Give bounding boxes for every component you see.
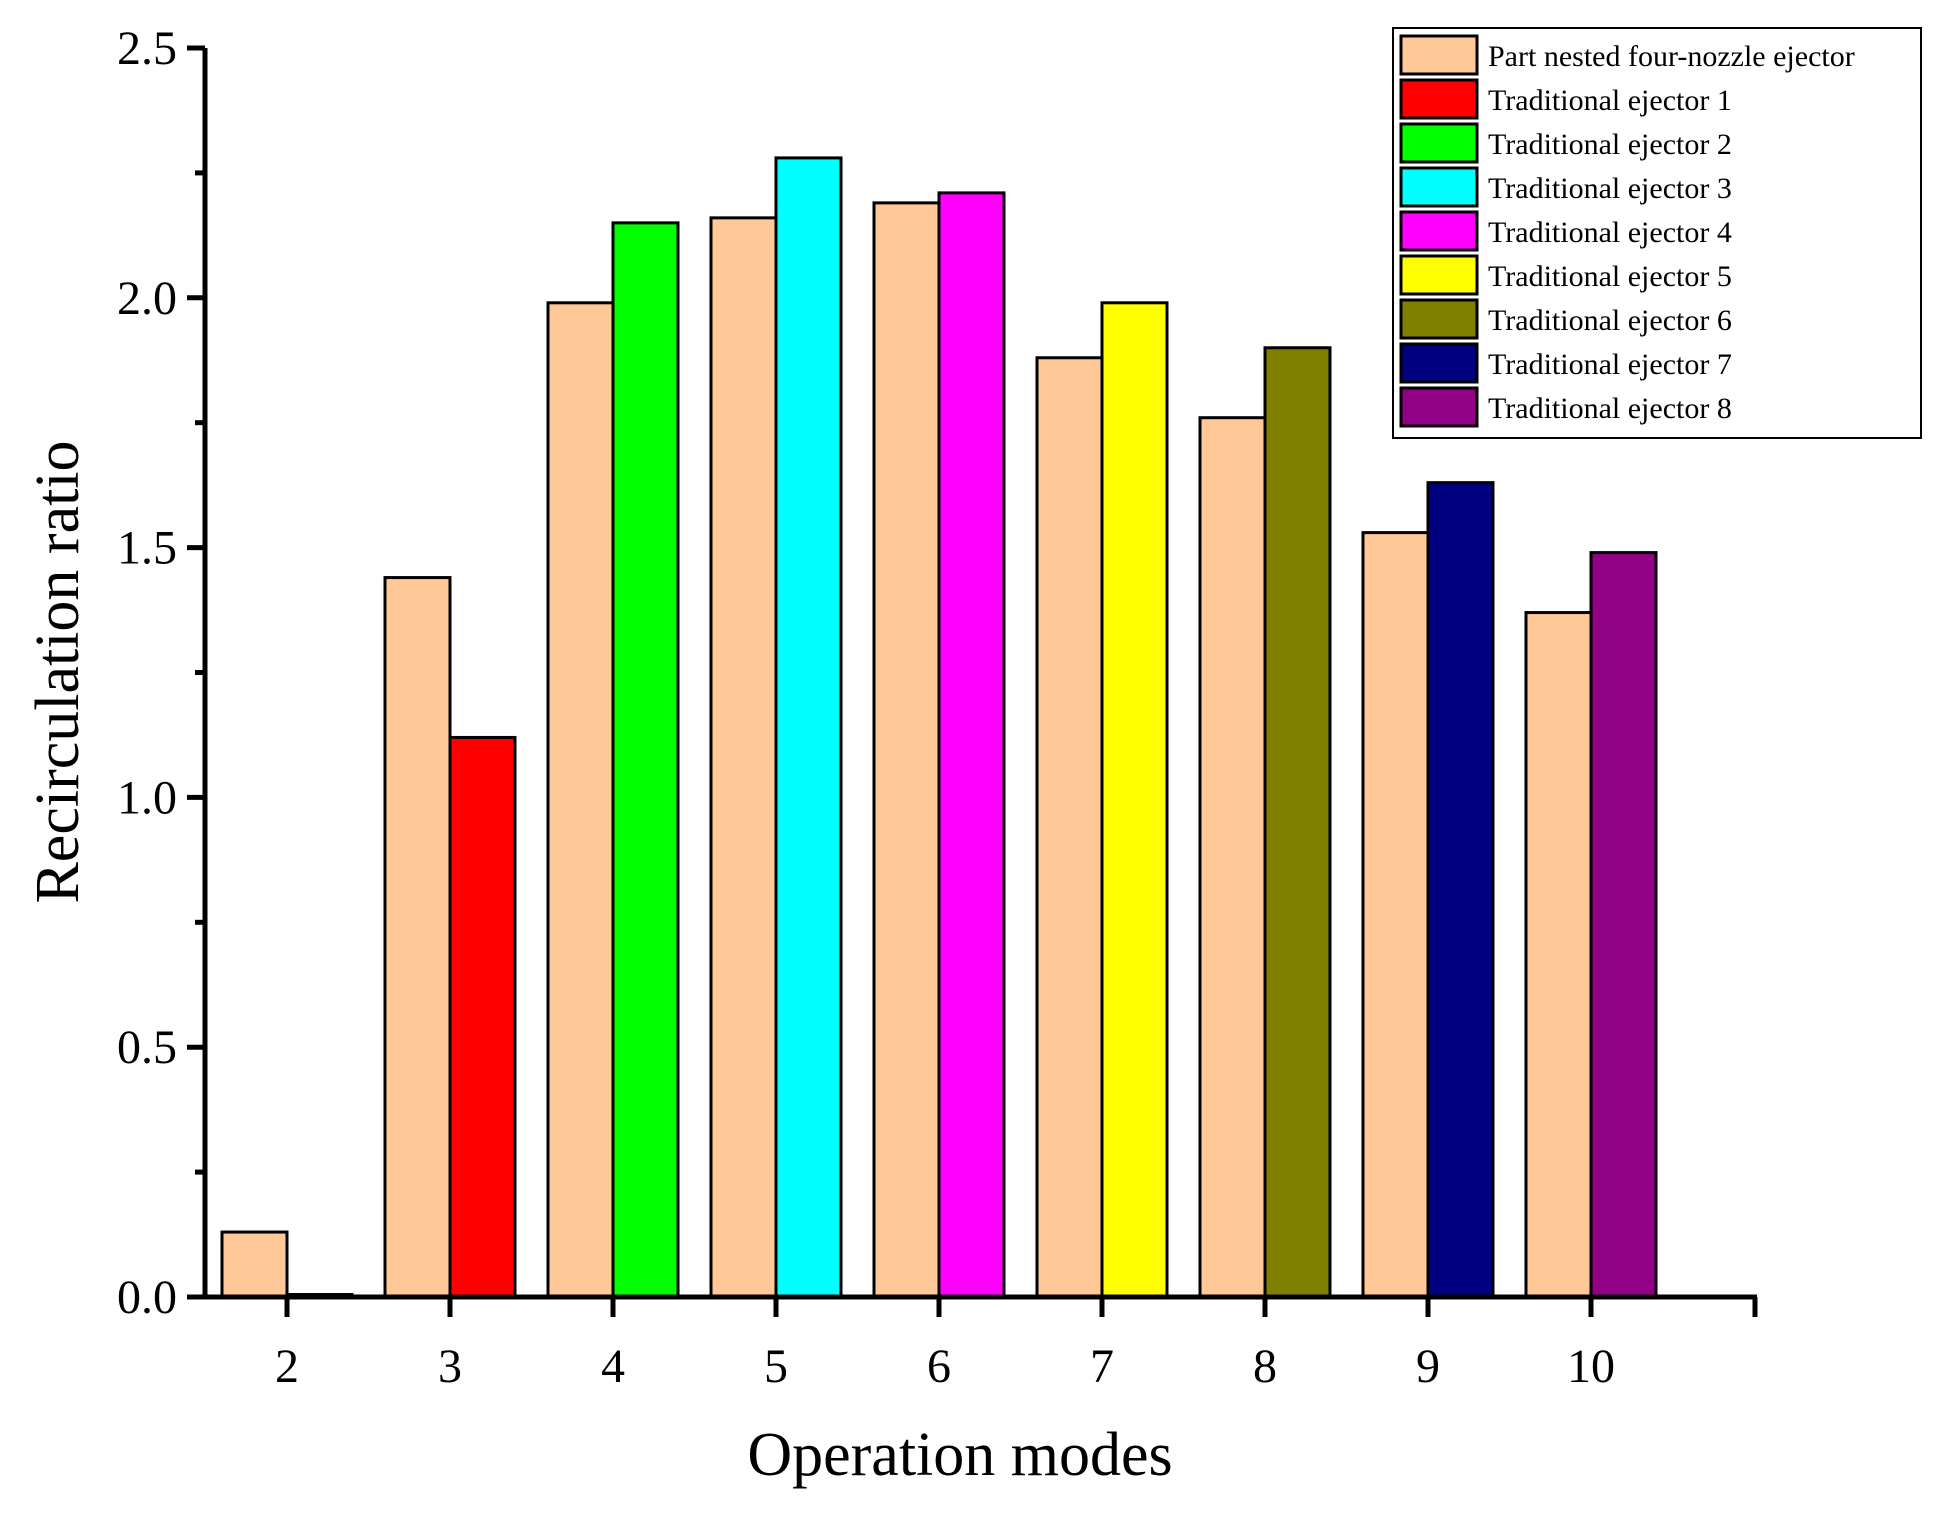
bar-9-traditional [1426, 481, 1495, 1299]
legend: Part nested four-nozzle ejector Tradition… [1392, 27, 1922, 439]
bar-4-traditional [611, 221, 680, 1299]
bar-8-part-nested [1198, 416, 1267, 1299]
y-tick-label: 0.5 [117, 1021, 177, 1074]
legend-label: Traditional ejector 4 [1488, 216, 1732, 249]
legend-swatch [1399, 298, 1479, 340]
bar-2-part-nested [220, 1230, 289, 1299]
legend-swatch [1399, 254, 1479, 296]
bar-6-traditional [937, 191, 1006, 1299]
y-axis-title: Recirculation ratio [24, 440, 92, 903]
x-tick-label: 8 [1253, 1340, 1277, 1393]
legend-swatch [1399, 342, 1479, 384]
legend-label: Traditional ejector 1 [1488, 84, 1732, 117]
y-tick-label: 1.0 [117, 771, 177, 824]
y-tick-label: 1.5 [117, 522, 177, 575]
legend-label: Traditional ejector 7 [1488, 348, 1732, 381]
x-tick-label: 7 [1090, 1340, 1114, 1393]
x-tick-label: 6 [927, 1340, 951, 1393]
bar-10-part-nested [1524, 611, 1593, 1299]
legend-swatch [1399, 122, 1479, 164]
x-tick-label: 9 [1416, 1340, 1440, 1393]
legend-label: Traditional ejector 6 [1488, 304, 1732, 337]
bar-9-part-nested [1361, 531, 1430, 1299]
legend-swatch [1399, 34, 1479, 76]
x-ticks-group: 2 3 4 5 6 7 8 9 10 [275, 1297, 1758, 1393]
x-tick-label: 10 [1567, 1340, 1615, 1393]
legend-swatch [1399, 166, 1479, 208]
legend-swatch [1399, 210, 1479, 252]
y-tick-label: 0.0 [117, 1271, 177, 1324]
bar-5-part-nested [709, 216, 778, 1299]
bar-7-traditional [1100, 301, 1169, 1299]
bar-3-part-nested [383, 576, 452, 1299]
bar-7-part-nested [1035, 356, 1104, 1299]
bar-8-traditional [1263, 346, 1332, 1299]
legend-label: Traditional ejector 8 [1488, 392, 1732, 425]
bar-10-traditional [1589, 551, 1658, 1299]
legend-label: Part nested four-nozzle ejector [1488, 40, 1855, 73]
x-tick-label: 3 [438, 1340, 462, 1393]
legend-box [1392, 27, 1922, 439]
bar-3-traditional [448, 735, 517, 1299]
legend-swatch [1399, 386, 1479, 428]
y-tick-label: 2.0 [117, 272, 177, 325]
legend-swatch [1399, 78, 1479, 120]
y-tick-label: 2.5 [117, 22, 177, 75]
bar-6-part-nested [872, 201, 941, 1299]
legend-label: Traditional ejector 2 [1488, 128, 1732, 161]
x-tick-label: 5 [764, 1340, 788, 1393]
x-tick-label: 4 [601, 1340, 625, 1393]
legend-label: Traditional ejector 3 [1488, 172, 1732, 205]
legend-label: Traditional ejector 5 [1488, 260, 1732, 293]
x-axis-title: Operation modes [747, 1421, 1172, 1489]
bar-5-traditional [774, 156, 843, 1299]
y-ticks-group: 0.0 0.5 1.0 1.5 2.0 2.5 [117, 22, 205, 1324]
x-tick-label: 2 [275, 1340, 299, 1393]
bar-4-part-nested [546, 301, 615, 1299]
bars-group [220, 156, 1658, 1299]
